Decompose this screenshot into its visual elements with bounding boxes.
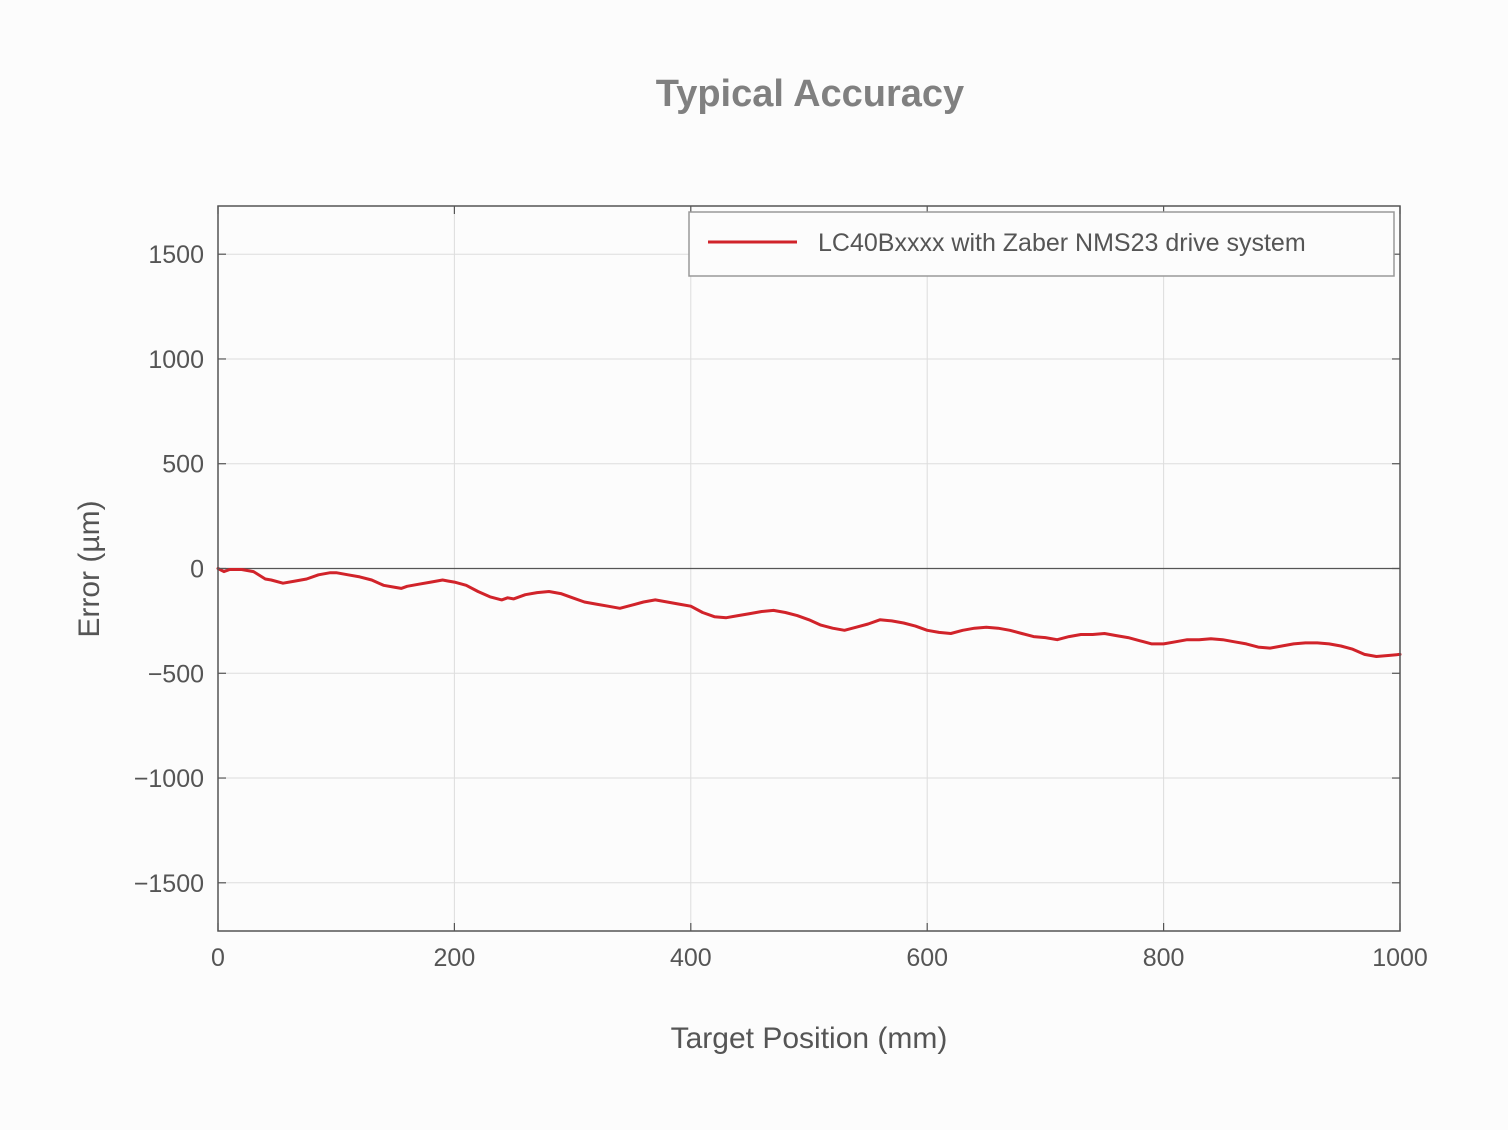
legend: LC40Bxxxx with Zaber NMS23 drive system (688, 211, 1395, 277)
x-tick-label: 1000 (1372, 944, 1428, 972)
ticks-layer (217, 206, 1401, 931)
x-tick-label: 800 (1143, 944, 1185, 972)
legend-entry-label: LC40Bxxxx with Zaber NMS23 drive system (818, 229, 1306, 257)
x-tick-label: 600 (906, 944, 948, 972)
y-tick-label: −1500 (134, 870, 204, 898)
y-tick-label: 1000 (148, 346, 204, 374)
series-line-lc40bxxxx (216, 567, 1402, 658)
y-tick-label: 0 (190, 556, 204, 584)
x-tick-label: 200 (434, 944, 476, 972)
legend-box (688, 211, 1395, 277)
x-tick-label: 400 (670, 944, 712, 972)
y-tick-label: −1000 (134, 765, 204, 793)
y-tick-label: −500 (148, 660, 204, 688)
x-axis-label: Target Position (mm) (671, 1022, 948, 1055)
chart-title: Typical Accuracy (656, 73, 964, 115)
x-tick-labels: 0 200 400 600 800 1000 (211, 944, 1428, 972)
y-tick-label: 500 (162, 451, 204, 479)
x-tick-label: 0 (211, 944, 225, 972)
y-axis-label: Error (µm) (73, 500, 106, 637)
y-tick-label: 1500 (148, 241, 204, 269)
y-tick-labels: 1500 1000 500 0 −500 −1000 −1500 (134, 241, 204, 898)
series-layer (216, 567, 1402, 658)
